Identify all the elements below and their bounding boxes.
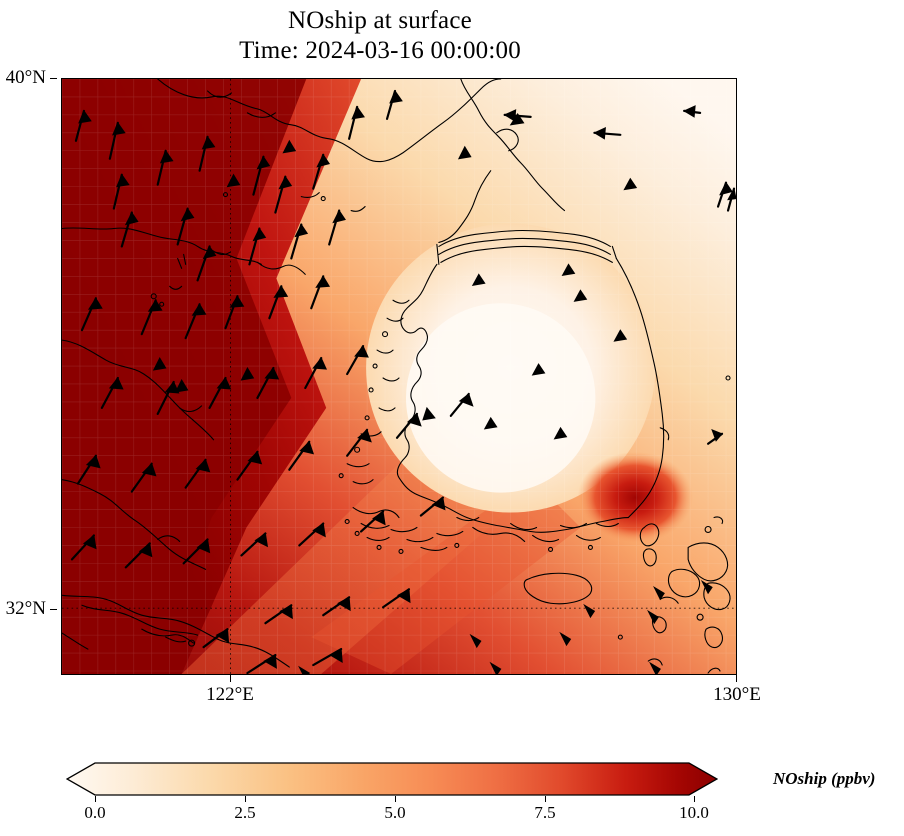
colorbar-tick-2 xyxy=(395,796,397,802)
colorbar[interactable] xyxy=(66,762,718,796)
axis-label-lat-40: 40°N xyxy=(5,67,46,88)
colorbar-tick-4 xyxy=(694,796,696,802)
map-plot-area[interactable] xyxy=(61,78,737,675)
map-canvas xyxy=(62,79,736,674)
colorbar-title: NOship (ppbv) xyxy=(773,769,876,788)
wind-arrow-head-west xyxy=(593,127,606,140)
tick-lat-40 xyxy=(50,78,57,80)
tick-lat-32 xyxy=(50,609,57,611)
chart-subtitle-time: Time: 2024-03-16 00:00:00 xyxy=(239,36,521,64)
field-korea-core-minimum xyxy=(405,303,596,493)
wind-arrows-small xyxy=(152,112,713,674)
wind-arrow-heads xyxy=(78,89,474,669)
chart-title-block: NOship at surface Time: 2024-03-16 00:00… xyxy=(0,6,760,65)
page-title: NOship at surface xyxy=(288,7,472,34)
colorbar-tick-0 xyxy=(95,796,97,802)
colorbar-label-2: 5.0 xyxy=(384,803,406,822)
wind-arrow-head-west xyxy=(683,105,696,118)
axis-label-lon-130: 130°E xyxy=(713,684,761,705)
tick-lon-122 xyxy=(230,675,232,682)
wind-arrow-head-west xyxy=(503,109,517,122)
colorbar-label-4: 10.0 xyxy=(679,803,709,822)
field-tsushima-hotspot xyxy=(577,451,694,544)
colorbar-label-0: 0.0 xyxy=(84,803,106,822)
colorbar-gradient xyxy=(66,762,718,796)
colorbar-tick-1 xyxy=(245,796,247,802)
tick-lon-130 xyxy=(736,675,738,682)
field-shipping-lane-core xyxy=(311,477,581,674)
map-gridlines xyxy=(62,79,736,674)
axis-label-lon-122: 122°E xyxy=(206,684,254,705)
colorbar-label-1: 2.5 xyxy=(234,803,256,822)
wind-vector-field xyxy=(70,89,736,674)
colorbar-tick-3 xyxy=(545,796,547,802)
colorbar-label-3: 7.5 xyxy=(534,803,556,822)
axis-label-lat-32: 32°N xyxy=(5,598,46,619)
